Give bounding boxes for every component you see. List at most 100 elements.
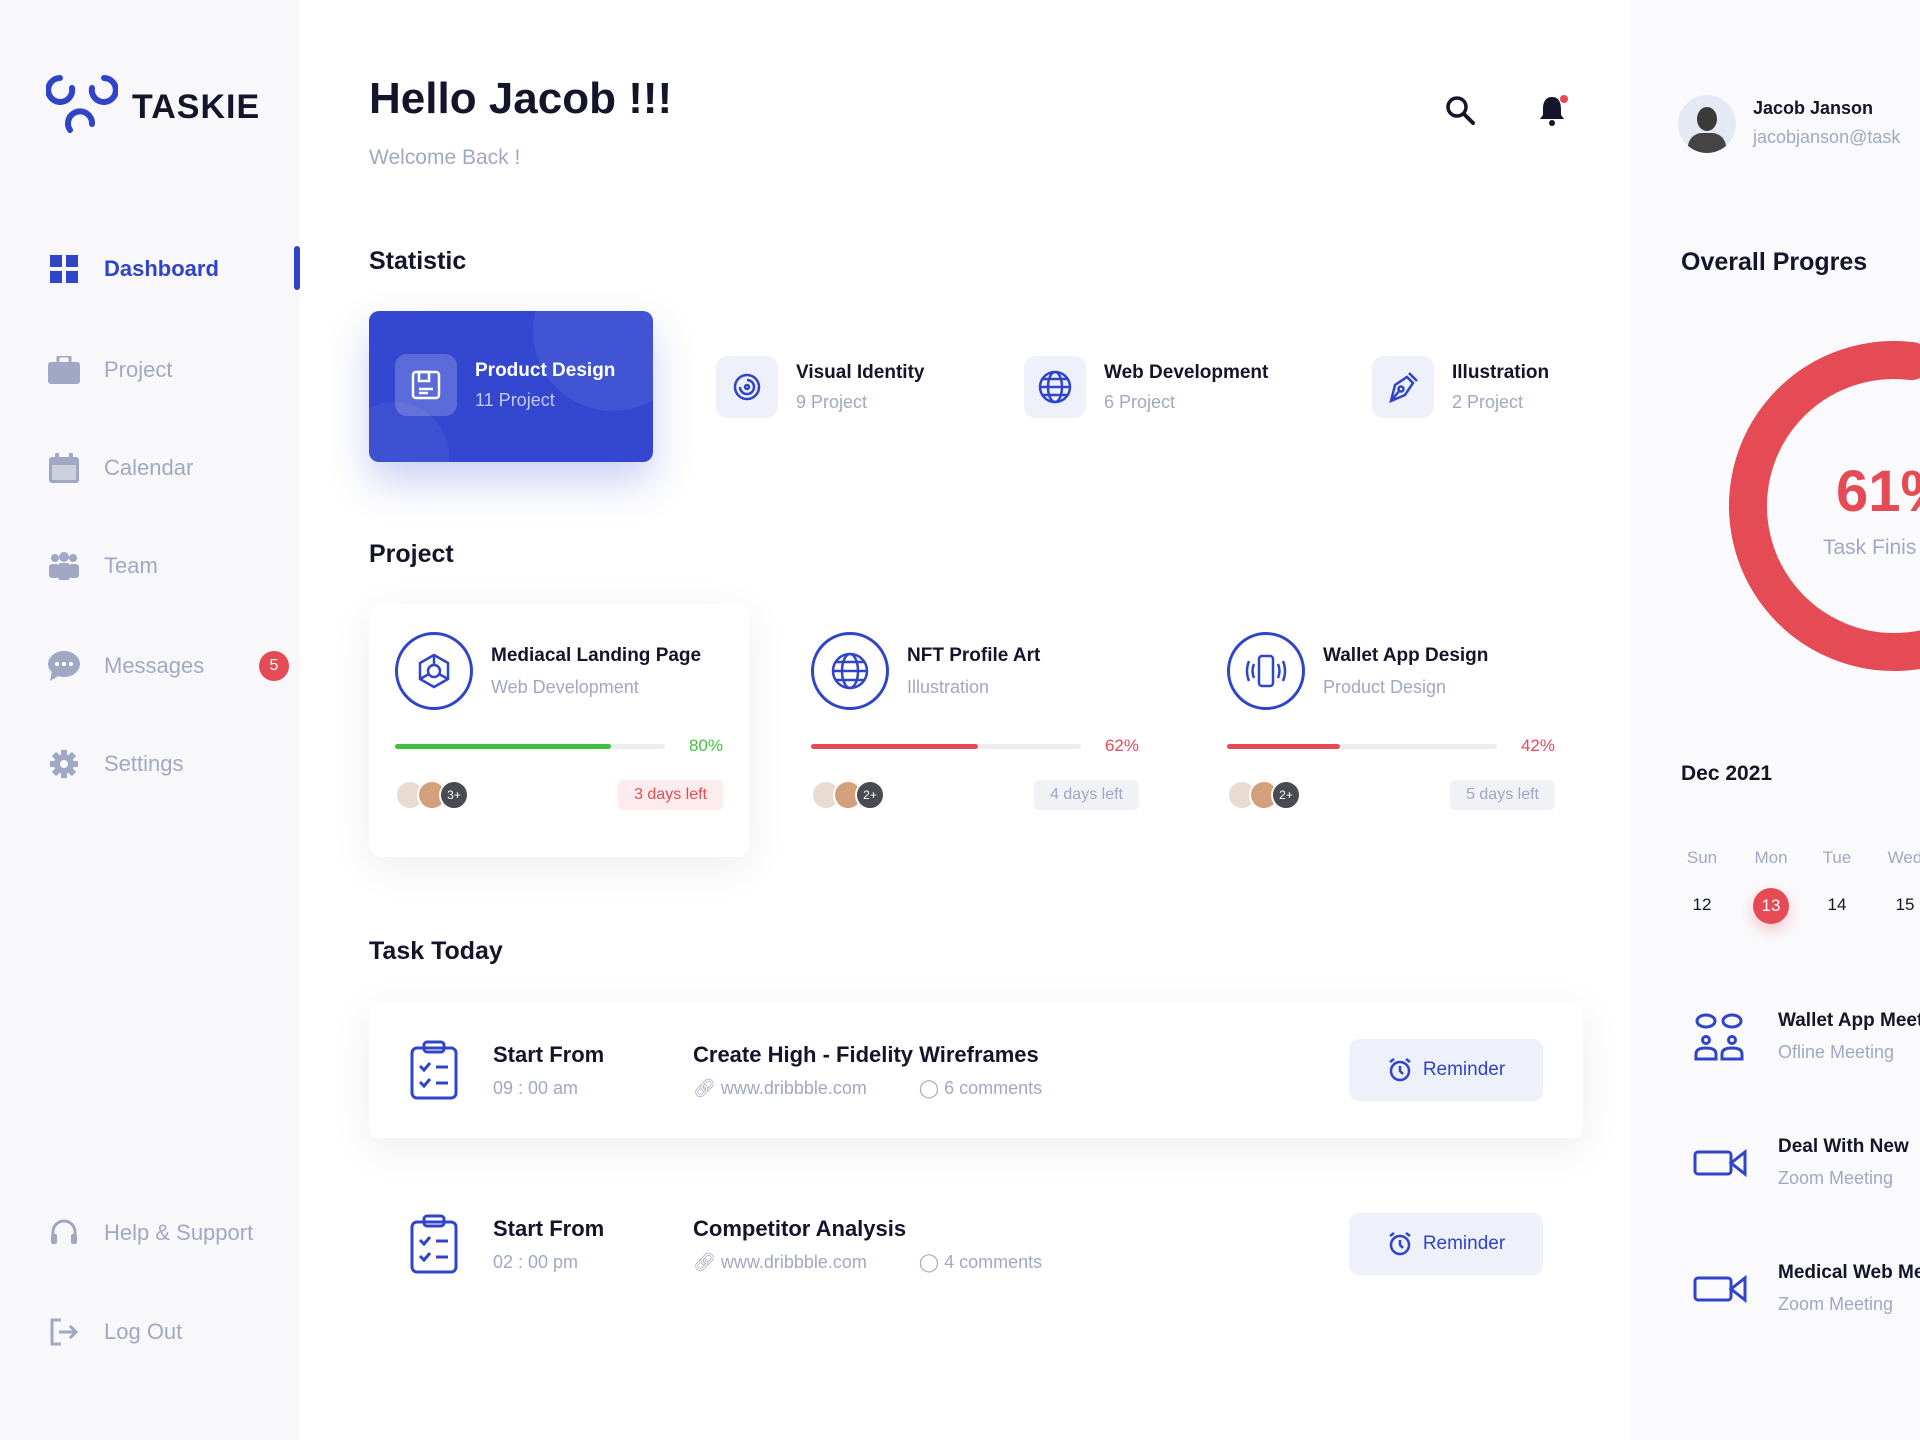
progress-value: 61% [1836, 459, 1920, 524]
task-row[interactable]: Start From 02 : 00 pm Competitor Analysis… [369, 1176, 1583, 1312]
comment-icon: ◯ [918, 1077, 945, 1098]
calendar-date[interactable]: 12 [1692, 895, 1712, 914]
progress-percent: 80% [688, 736, 723, 755]
video-icon [1690, 1274, 1750, 1304]
progress-fill [1227, 743, 1341, 749]
event-item[interactable]: Wallet App Meeting Ofline Meeting [1690, 1010, 1920, 1063]
search-icon[interactable] [1445, 95, 1475, 125]
stat-title: Product Design [475, 359, 616, 381]
calendar-day-name: Mon [1754, 848, 1788, 867]
logo-icon [46, 75, 118, 133]
project-card[interactable]: NFT Profile Art Illustration 62% 2+ 4 day… [785, 604, 1165, 857]
sidebar-item-calendar[interactable]: Calendar [48, 450, 193, 486]
grid-icon [48, 253, 80, 285]
bell-icon[interactable] [1537, 93, 1571, 127]
reminder-label: Reminder [1422, 1059, 1506, 1080]
project-heading: Project [369, 540, 454, 568]
sidebar-item-label: Messages [104, 653, 205, 678]
progress-fill [811, 743, 979, 749]
comments-text: 4 comments [944, 1251, 1043, 1272]
avatar[interactable] [1678, 95, 1736, 153]
event-title: Wallet App Meeting [1778, 1010, 1920, 1031]
event-type: Ofline Meeting [1778, 1042, 1895, 1062]
user-name: Jacob Janson [1753, 98, 1874, 118]
progress-arc [1729, 341, 1920, 671]
task-comments[interactable]: ◯ 6 comments [919, 1078, 1042, 1099]
sidebar-item-label: Team [104, 553, 158, 578]
sidebar-item-help[interactable]: Help & Support [48, 1215, 253, 1251]
sidebar-item-project[interactable]: Project [48, 352, 172, 388]
stat-card-product-design[interactable]: Product Design 11 Project [369, 311, 653, 462]
alarm-icon [1389, 1058, 1411, 1082]
more-members: 2+ [1271, 780, 1301, 810]
project-card[interactable]: Mediacal Landing Page Web Development 80%… [369, 604, 749, 857]
days-left-badge: 3 days left [618, 780, 723, 810]
stat-item-visual-identity[interactable]: Visual Identity 9 Project [716, 356, 924, 418]
chat-icon [48, 650, 80, 682]
calendar-icon [48, 452, 80, 484]
sidebar-item-logout[interactable]: Log Out [48, 1314, 182, 1350]
project-title: NFT Profile Art [907, 644, 1041, 666]
more-members: 3+ [439, 780, 469, 810]
task-time: 02 : 00 pm [493, 1251, 579, 1272]
brand-name: TASKIE [132, 88, 261, 126]
progress-percent: 62% [1104, 736, 1139, 755]
comment-icon: ◯ [918, 1251, 945, 1272]
event-item[interactable]: Deal With New Zoom Meeting [1690, 1136, 1909, 1189]
event-title: Medical Web Meeting [1778, 1262, 1920, 1283]
video-icon [1690, 1148, 1750, 1178]
progress-bar [395, 743, 665, 749]
calendar-date[interactable]: 14 [1827, 895, 1847, 914]
project-category: Web Development [491, 676, 639, 697]
project-title: Wallet App Design [1323, 644, 1489, 666]
reminder-label: Reminder [1422, 1233, 1506, 1254]
link-icon: 🔗︎ [693, 1077, 721, 1098]
event-type: Zoom Meeting [1778, 1168, 1894, 1188]
progress-percent: 42% [1520, 736, 1555, 755]
task-start-label: Start From [493, 1041, 605, 1067]
stat-sub: 11 Project [475, 389, 555, 410]
stat-sub: 2 Project [1452, 391, 1524, 412]
task-time: 09 : 00 am [493, 1077, 579, 1098]
sidebar-item-team[interactable]: Team [48, 548, 158, 584]
stat-title: Visual Identity [796, 361, 925, 383]
task-today-heading: Task Today [369, 937, 503, 965]
project-card[interactable]: Wallet App Design Product Design 42% 2+ 5… [1201, 604, 1581, 857]
clipboard-check-icon [410, 1214, 458, 1274]
event-item[interactable]: Medical Web Meeting Zoom Meeting [1690, 1262, 1920, 1315]
team-icon [48, 550, 80, 582]
sidebar-item-settings[interactable]: Settings [48, 746, 184, 782]
calendar-date[interactable]: 13 [1753, 888, 1789, 924]
active-indicator [294, 246, 300, 290]
globe-icon [1024, 356, 1086, 418]
link-icon: 🔗︎ [693, 1251, 721, 1272]
task-comments[interactable]: ◯ 4 comments [919, 1252, 1042, 1273]
sidebar-item-messages[interactable]: Messages [48, 648, 204, 684]
progress-caption: Task Finis [1823, 536, 1917, 559]
task-link-text: www.dribbble.com [720, 1251, 867, 1272]
pen-tool-icon [1372, 356, 1434, 418]
page-title: Hello Jacob !!! [369, 74, 673, 123]
headset-icon [48, 1217, 80, 1249]
calendar-month: Dec 2021 [1681, 762, 1773, 785]
calendar-date[interactable]: 15 [1895, 895, 1915, 914]
task-link[interactable]: 🔗︎ www.dribbble.com [693, 1252, 867, 1273]
project-category: Product Design [1323, 676, 1447, 697]
stat-item-web-development[interactable]: Web Development 6 Project [1024, 356, 1268, 418]
event-title: Deal With New [1778, 1136, 1909, 1157]
stat-title: Illustration [1452, 361, 1550, 383]
sidebar-item-dashboard[interactable]: Dashboard [48, 251, 219, 287]
calendar-day-name: Tue [1822, 848, 1852, 867]
phone-vibrate-icon [1227, 632, 1305, 710]
task-row[interactable]: Start From 09 : 00 am Create High - Fidel… [369, 1002, 1583, 1138]
reminder-button[interactable]: Reminder [1349, 1039, 1543, 1101]
task-link[interactable]: 🔗︎ www.dribbble.com [693, 1078, 867, 1099]
right-panel: Jacob Janson jacobjanson@task Overall Pr… [1631, 0, 1920, 1440]
stat-item-illustration[interactable]: Illustration 2 Project [1372, 356, 1549, 418]
briefcase-icon [48, 354, 80, 386]
sidebar: TASKIE Dashboard Project Calendar Team M… [0, 0, 300, 1440]
project-category: Illustration [907, 676, 990, 697]
clipboard-check-icon [410, 1040, 458, 1100]
user-email: jacobjanson@task [1753, 127, 1901, 147]
reminder-button[interactable]: Reminder [1349, 1213, 1543, 1275]
